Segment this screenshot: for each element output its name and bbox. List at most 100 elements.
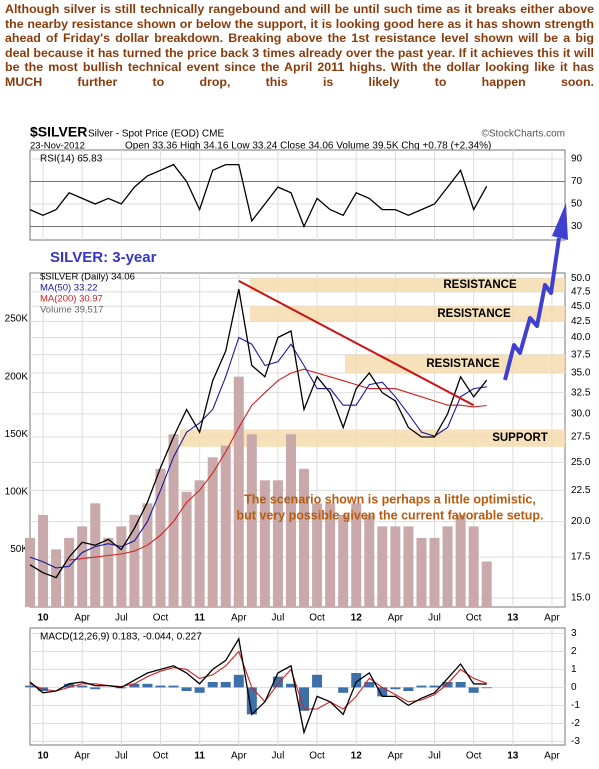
x-tick-label: Jul (428, 613, 441, 624)
projection-arrow (503, 237, 561, 381)
annotation: SILVER: 3-year (50, 249, 157, 266)
legend-entry: MA(200) 30.97 (40, 294, 103, 305)
y-tick-label: 20.0 (571, 516, 591, 527)
bar (285, 434, 296, 607)
y-tick-label: 50.0 (571, 273, 591, 284)
x-tick-label: Oct (466, 613, 482, 624)
bar (442, 526, 453, 607)
x-tick-label: Apr (388, 751, 404, 762)
bar (155, 468, 166, 607)
y2-tick-label: 200K (5, 371, 29, 382)
y-tick-label: 17.5 (571, 552, 591, 563)
x-tick-label: 12 (351, 751, 363, 762)
bar (129, 683, 140, 688)
y-tick-label: 35.0 (571, 368, 591, 379)
bar (64, 683, 75, 688)
band-label: SUPPORT (492, 432, 548, 444)
bar (272, 676, 283, 688)
bar (481, 687, 492, 689)
bar (220, 682, 231, 688)
bar (364, 514, 375, 607)
line (69, 368, 487, 561)
x-tick-label: Jul (115, 613, 128, 624)
panel-label: MACD(12,26,9) 0.183, -0.044, 0.227 (40, 632, 202, 643)
bar (246, 687, 257, 715)
bar (142, 503, 153, 607)
y-tick-label: 32.5 (571, 387, 591, 398)
y-tick-label: 1 (571, 664, 577, 675)
x-tick-label: Oct (309, 751, 325, 762)
bar (364, 682, 375, 688)
bar (181, 687, 192, 691)
bar (129, 514, 140, 607)
note: The scenario shown is perhaps a little o… (244, 492, 536, 506)
bar (416, 537, 427, 607)
y-tick-label: 90 (571, 154, 583, 165)
y2-tick-label: 150K (5, 429, 29, 440)
bar (25, 685, 35, 688)
legend-entry: Volume 39,517 (40, 305, 103, 316)
bar (77, 526, 88, 607)
x-tick-label: Apr (388, 613, 404, 624)
y-tick-label: 47.5 (571, 287, 591, 298)
y-tick-label: 27.5 (571, 432, 591, 443)
bar (207, 682, 218, 688)
x-tick-label: Apr (231, 751, 247, 762)
y-tick-label: 15.0 (571, 593, 591, 604)
band-label: RESISTANCE (437, 308, 511, 320)
bar (233, 674, 244, 688)
y2-tick-label: 250K (5, 314, 29, 325)
line (29, 288, 488, 579)
bar (194, 480, 205, 607)
bar (351, 673, 362, 688)
bar (377, 687, 388, 697)
chart-title: $SILVER (30, 124, 87, 140)
y-tick-label: 30.0 (571, 409, 591, 420)
y-tick-label: 30 (571, 221, 583, 232)
x-tick-label: Jul (115, 751, 128, 762)
x-tick-label: Jul (272, 751, 285, 762)
bar (312, 503, 323, 607)
bar (233, 376, 244, 607)
bar (312, 674, 323, 688)
bar (390, 687, 401, 690)
x-tick-label: Oct (309, 613, 325, 624)
bar (403, 526, 414, 607)
bar (416, 685, 427, 688)
y-tick-label: 42.5 (571, 316, 591, 327)
bar (272, 480, 283, 607)
x-tick-label: Apr (544, 751, 560, 762)
band (180, 429, 565, 447)
y-tick-label: 3 (571, 628, 577, 639)
band (250, 278, 565, 292)
quote: Open 33.36 High 34.16 Low 33.24 Close 34… (125, 141, 491, 152)
line (29, 636, 487, 735)
x-tick-label: 11 (194, 613, 205, 624)
x-tick-label: 13 (507, 751, 519, 762)
date: 23-Nov-2012 (30, 141, 85, 152)
legend-entry: MA(50) 33.22 (40, 283, 98, 294)
y-tick-label: 37.5 (571, 349, 591, 360)
y-tick-label: 70 (571, 176, 583, 187)
x-tick-label: 10 (37, 751, 49, 762)
y-tick-label: 50 (571, 199, 583, 210)
chart-subtitle: Silver - Spot Price (EOD) CME (88, 129, 224, 140)
panel (29, 149, 566, 241)
band-label: RESISTANCE (426, 358, 500, 370)
bar (246, 434, 257, 607)
bar (168, 685, 179, 688)
y-tick-label: -1 (571, 700, 580, 711)
x-tick-label: 11 (194, 751, 205, 762)
panel-label: RSI(14) 65.83 (40, 154, 103, 165)
legend-entry: $SILVER (Daily) 34.06 (40, 272, 135, 283)
bar (38, 514, 49, 607)
bar (103, 537, 114, 607)
band (250, 306, 565, 322)
bar (455, 682, 466, 688)
x-tick-label: 10 (37, 613, 49, 624)
x-tick-label: Jul (428, 751, 441, 762)
band-label: RESISTANCE (443, 279, 517, 291)
bar (259, 480, 270, 607)
bar (299, 687, 310, 711)
line (29, 336, 487, 569)
